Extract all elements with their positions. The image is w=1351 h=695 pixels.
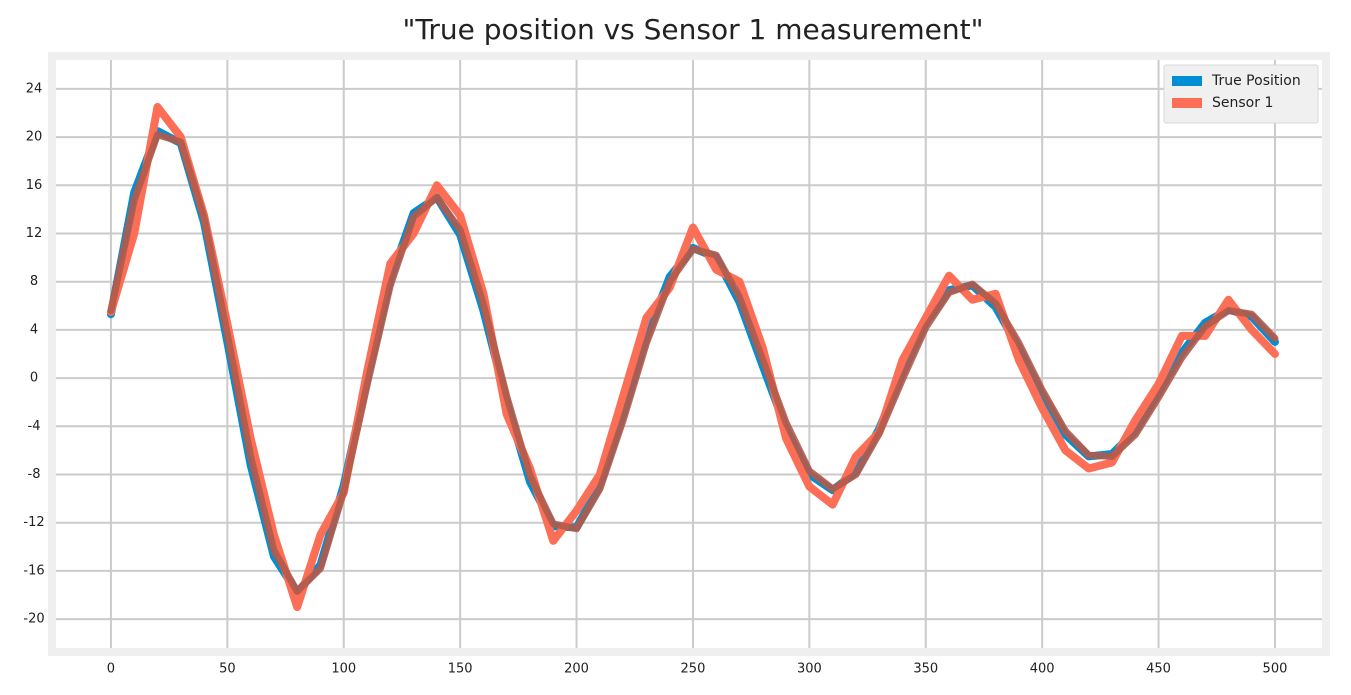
y-tick-label: 8 <box>30 274 38 289</box>
x-tick-label: 250 <box>681 662 706 677</box>
chart-title: "True position vs Sensor 1 measurement" <box>403 13 984 46</box>
x-tick-label: 500 <box>1263 662 1288 677</box>
series-line <box>107 131 1279 595</box>
y-tick-label: -16 <box>23 563 44 578</box>
y-tick-label: -4 <box>28 419 41 434</box>
x-tick-label: 400 <box>1030 662 1055 677</box>
plot-area <box>56 60 1322 648</box>
legend-label: Sensor 1 <box>1212 95 1273 111</box>
y-tick-label: 0 <box>30 371 38 386</box>
x-tick-label: 200 <box>564 662 589 677</box>
legend-swatch <box>1172 76 1202 86</box>
x-tick-label: 0 <box>107 662 115 677</box>
y-tick-label: -12 <box>23 515 44 530</box>
y-tick-label: 12 <box>26 226 43 241</box>
x-tick-label: 100 <box>331 662 356 677</box>
x-tick-label: 300 <box>797 662 822 677</box>
legend-label: True Position <box>1211 73 1301 89</box>
y-tick-label: 20 <box>26 130 43 145</box>
x-tick-label: 150 <box>448 662 473 677</box>
x-tick-label: 450 <box>1146 662 1171 677</box>
lines <box>106 102 1279 612</box>
x-tick-label: 350 <box>913 662 938 677</box>
x-tick-label: 50 <box>219 662 236 677</box>
legend-box <box>1163 64 1319 124</box>
y-tick-label: 24 <box>26 81 43 96</box>
legend: True Position Sensor 1 <box>1163 64 1319 124</box>
legend-swatch <box>1172 98 1202 108</box>
y-tick-label: 16 <box>26 178 43 193</box>
y-tick-label: -8 <box>28 467 41 482</box>
y-tick-label: 4 <box>30 322 38 337</box>
y-tick-label: -20 <box>23 612 44 627</box>
